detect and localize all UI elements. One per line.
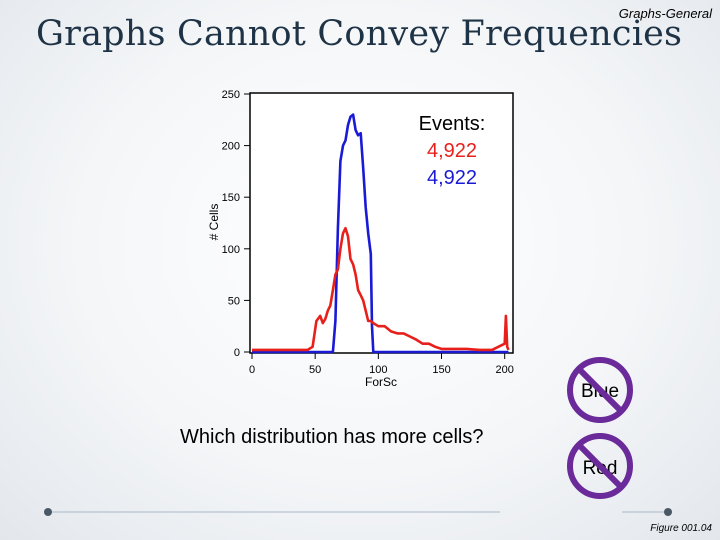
series-layer xyxy=(252,113,510,354)
question-text: Which distribution has more cells? xyxy=(180,426,484,448)
divider-dot-right xyxy=(664,508,672,516)
prohibit-blue-icon xyxy=(567,357,633,423)
slide-title: Graphs Cannot Convey Frequencies xyxy=(36,14,683,54)
y-tick-label: 0 xyxy=(234,347,240,359)
y-tick-label: 200 xyxy=(222,141,240,153)
events-title: Events: xyxy=(419,113,486,135)
category-label: Graphs-General xyxy=(618,6,712,21)
x-axis-ticks: 0 50 100 150 200 xyxy=(249,353,514,376)
prohibit-red-icon xyxy=(567,433,633,499)
y-axis-ticks: 0 50 100 150 200 250 xyxy=(222,89,250,359)
x-tick-label: 0 xyxy=(249,364,255,376)
series-line-red xyxy=(252,226,510,352)
events-count-blue: 4,922 xyxy=(427,167,477,189)
y-axis-label: # Cells xyxy=(207,204,221,241)
figure-reference: Figure 001.04 xyxy=(650,523,712,534)
x-axis-label: ForSc xyxy=(365,375,397,389)
x-tick-label: 100 xyxy=(369,364,387,376)
events-count-red: 4,922 xyxy=(427,140,477,162)
x-tick-label: 150 xyxy=(432,364,450,376)
y-tick-label: 100 xyxy=(222,244,240,256)
x-tick-label: 50 xyxy=(309,364,321,376)
choice-blue[interactable]: Blue xyxy=(567,357,633,423)
choice-red[interactable]: Red xyxy=(567,433,633,499)
divider-dot-left xyxy=(44,508,52,516)
series-line-blue xyxy=(252,113,509,354)
y-tick-label: 150 xyxy=(222,192,240,204)
slide-divider xyxy=(44,508,672,516)
y-tick-label: 250 xyxy=(222,89,240,101)
plot-frame xyxy=(249,92,514,354)
x-tick-label: 200 xyxy=(496,364,514,376)
y-tick-label: 50 xyxy=(228,295,240,307)
